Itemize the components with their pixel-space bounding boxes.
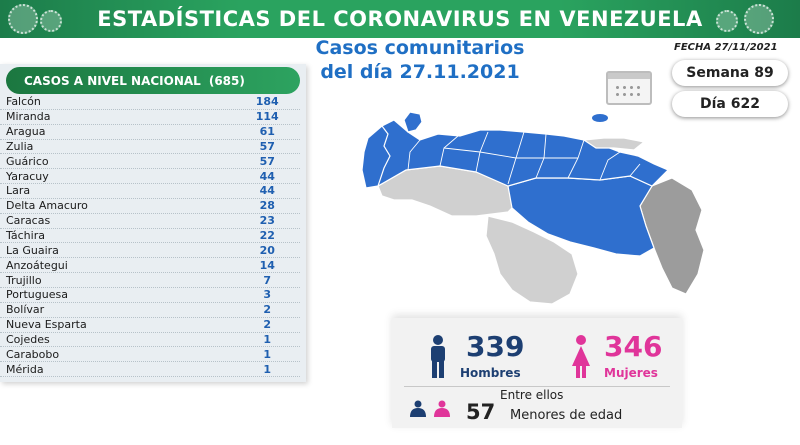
venezuela-map — [361, 111, 705, 305]
state-cases: 7 — [263, 273, 272, 287]
state-cases: 57 — [259, 139, 275, 153]
state-row: Miranda 114 — [0, 110, 300, 125]
children-icon — [410, 400, 450, 417]
state-row: Táchira 22 — [0, 229, 300, 244]
state-row: Aragua 61 — [0, 125, 300, 140]
state-cases: 2 — [263, 303, 272, 317]
state-name: Guárico — [6, 154, 49, 168]
state-name: Miranda — [6, 110, 51, 124]
state-name: Aragua — [6, 125, 46, 139]
state-row: Nueva Esparta 2 — [0, 318, 300, 333]
state-name: Anzoátegui — [6, 258, 68, 272]
state-name: Caracas — [6, 214, 51, 228]
state-cases: 44 — [259, 184, 275, 198]
state-row: Yaracuy 44 — [0, 169, 300, 185]
state-name: Táchira — [6, 229, 45, 243]
state-name: Bolívar — [6, 303, 45, 317]
state-row: Falcón 184 — [0, 95, 300, 110]
state-cases: 23 — [259, 214, 275, 228]
map-region-nueva-esparta — [592, 114, 608, 122]
state-name: Cojedes — [6, 332, 50, 346]
state-cases: 28 — [259, 199, 275, 213]
state-cases: 2 — [263, 318, 272, 332]
map-region-sucre — [582, 137, 646, 151]
calendar-icon — [606, 71, 652, 105]
state-name: Zulia — [6, 139, 34, 153]
state-row: La Guaira 20 — [0, 243, 300, 259]
state-row: Caracas 23 — [0, 214, 300, 229]
state-row: Guárico 57 — [0, 154, 300, 170]
virus-icon — [40, 10, 62, 32]
state-cases: 44 — [259, 169, 275, 183]
state-cases: 184 — [255, 95, 279, 109]
male-person-icon — [431, 335, 445, 378]
national-cases-label: CASOS A NIVEL NACIONAL — [24, 73, 201, 88]
state-cases: 114 — [255, 110, 279, 124]
female-person-icon — [572, 335, 590, 378]
subtitle: Casos comunitarios del día 27.11.2021 — [285, 36, 555, 84]
state-name: Mérida — [6, 362, 44, 376]
state-name: Portuguesa — [6, 288, 68, 302]
state-row: Cojedes 1 — [0, 333, 300, 348]
state-cases: 57 — [259, 154, 275, 168]
state-row: Delta Amacuro 28 — [0, 199, 300, 214]
state-name: Yaracuy — [6, 169, 49, 183]
header-banner: ESTADÍSTICAS DEL CORONAVIRUS EN VENEZUEL… — [0, 0, 800, 38]
national-cases-header: CASOS A NIVEL NACIONAL (685) — [6, 67, 300, 94]
state-cases: 1 — [263, 362, 272, 376]
state-name: Trujillo — [6, 273, 42, 287]
subtitle-line-1: Casos comunitarios — [315, 37, 525, 59]
state-cases: 1 — [263, 332, 272, 346]
female-count: 346 — [604, 330, 663, 363]
state-row: Anzoátegui 14 — [0, 258, 300, 274]
demographics-panel: 339 Hombres 346 Mujeres Entre ellos 57 M… — [392, 318, 682, 428]
state-name: Lara — [6, 184, 31, 198]
virus-icon — [8, 4, 38, 34]
state-cases: 20 — [259, 243, 275, 257]
entre-ellos-label: Entre ellos — [500, 388, 564, 402]
female-label: Mujeres — [604, 366, 658, 380]
state-row: Portuguesa 3 — [0, 288, 300, 303]
minors-label: Menores de edad — [510, 408, 623, 423]
state-row: Lara 44 — [0, 184, 300, 199]
male-count: 339 — [466, 330, 525, 363]
male-label: Hombres — [460, 366, 521, 380]
state-cases: 3 — [263, 288, 272, 302]
virus-icon — [744, 4, 774, 34]
map-region-zulia — [361, 125, 391, 189]
week-badge: Semana 89 — [672, 60, 788, 86]
national-cases-total: (685) — [208, 73, 245, 88]
state-row: Carabobo 1 — [0, 347, 300, 363]
state-row: Zulia 57 — [0, 140, 300, 155]
state-row: Trujillo 7 — [0, 273, 300, 288]
subtitle-line-2: del día 27.11.2021 — [320, 61, 520, 83]
state-name: Carabobo — [6, 347, 60, 361]
state-cases: 22 — [259, 229, 275, 243]
state-name: Falcón — [6, 95, 41, 109]
state-name: La Guaira — [6, 243, 59, 257]
map-region-amazonas — [485, 215, 579, 305]
map-region-paraguana — [403, 111, 423, 133]
date-label: FECHA 27/11/2021 — [674, 42, 778, 53]
state-name: Delta Amacuro — [6, 199, 88, 213]
virus-icon — [716, 10, 738, 32]
state-cases: 1 — [263, 347, 272, 361]
day-badge: Día 622 — [672, 91, 788, 117]
page-title: ESTADÍSTICAS DEL CORONAVIRUS EN VENEZUEL… — [97, 7, 703, 31]
national-cases-panel: CASOS A NIVEL NACIONAL (685) Falcón 184 Mi… — [0, 64, 306, 382]
state-name: Nueva Esparta — [6, 318, 87, 332]
state-row: Mérida 1 — [0, 362, 300, 378]
state-cases: 14 — [259, 258, 275, 272]
state-cases-list: Falcón 184 Miranda 114 Aragua 61 Zulia 57 Guáric… — [0, 95, 300, 378]
divider — [404, 386, 670, 387]
state-row: Bolívar 2 — [0, 303, 300, 318]
minors-count: 57 — [466, 400, 496, 424]
state-cases: 61 — [259, 125, 275, 139]
